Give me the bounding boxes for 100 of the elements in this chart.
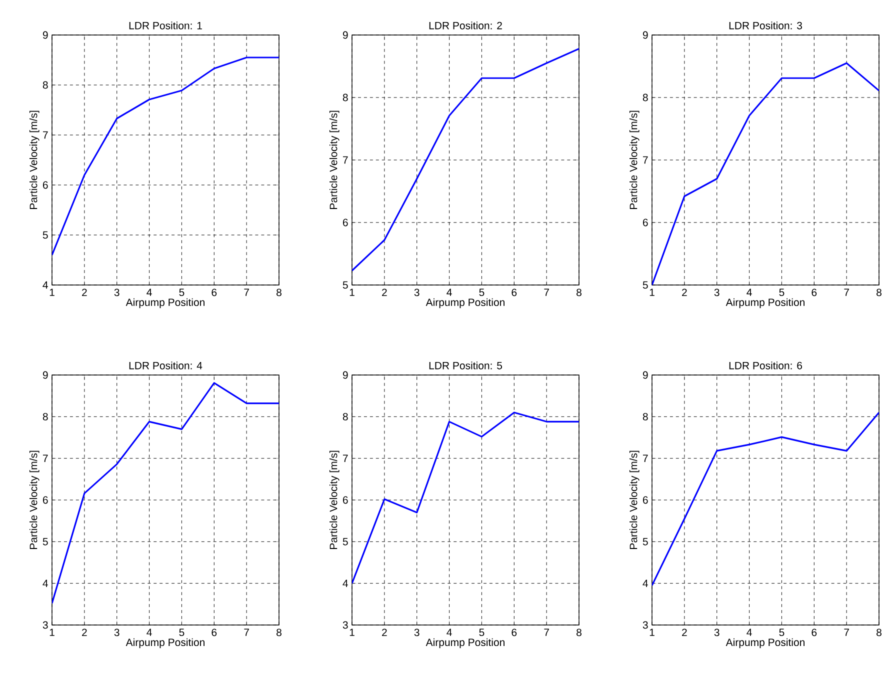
- y-tick-label: 8: [642, 94, 648, 102]
- y-tick-label: 7: [42, 454, 48, 462]
- y-tick-label: 5: [342, 281, 348, 289]
- y-tick-label: 8: [42, 81, 48, 89]
- y-axis-title: Particle Velocity [m/s]: [29, 110, 40, 210]
- y-tick-label: 3: [342, 621, 348, 629]
- y-tick-label: 6: [342, 218, 348, 226]
- x-tick-label: 7: [244, 288, 249, 296]
- chart-title: LDR Position: 4: [129, 362, 202, 370]
- x-tick-label: 4: [146, 288, 152, 296]
- x-tick-label: 7: [844, 288, 849, 296]
- x-tick-label: 6: [812, 288, 817, 296]
- chart-title: LDR Position: 6: [729, 362, 802, 370]
- y-tick-label: 9: [342, 31, 348, 39]
- line-series: [52, 382, 280, 604]
- x-axis-title: Airpump Position: [426, 298, 504, 308]
- x-tick-label: 5: [179, 628, 184, 636]
- y-tick-label: 9: [42, 371, 48, 379]
- y-tick-label: 5: [642, 281, 648, 289]
- x-tick-label: 2: [682, 288, 687, 296]
- x-tick-label: 4: [446, 628, 452, 636]
- x-tick-label: 6: [812, 628, 817, 636]
- x-tick-label: 2: [82, 288, 87, 296]
- y-axis-title: Particle Velocity [m/s]: [329, 110, 340, 210]
- y-tick-label: 4: [342, 580, 348, 587]
- x-tick-label: 8: [276, 628, 282, 636]
- x-tick-label: 6: [212, 628, 217, 636]
- x-tick-label: 1: [650, 288, 654, 296]
- y-tick-label: 5: [342, 538, 348, 546]
- y-tick-label: 7: [643, 454, 648, 462]
- y-tick-label: 6: [42, 181, 48, 189]
- x-tick-label: 5: [779, 288, 784, 296]
- y-axis-title: Particle Velocity [m/s]: [629, 110, 640, 210]
- x-tick-label: 3: [414, 628, 420, 636]
- y-tick-label: 9: [42, 31, 48, 39]
- y-tick-label: 6: [643, 496, 648, 504]
- x-tick-label: 4: [746, 288, 752, 296]
- x-tick-label: 4: [446, 288, 452, 296]
- y-tick-label: 3: [42, 621, 48, 629]
- x-axis-title: Airpump Position: [426, 638, 504, 648]
- x-tick-label: 8: [576, 288, 582, 296]
- x-tick-label: 1: [50, 628, 54, 636]
- x-tick-label: 4: [146, 628, 152, 636]
- y-tick-label: 4: [642, 580, 648, 587]
- x-tick-label: 2: [82, 628, 87, 636]
- x-axis-title: Airpump Position: [726, 298, 804, 308]
- x-tick-label: 7: [844, 628, 849, 636]
- x-tick-label: 8: [876, 628, 882, 636]
- x-axis-title: Airpump Position: [126, 638, 204, 648]
- x-tick-label: 3: [114, 628, 120, 636]
- y-tick-label: 6: [643, 218, 648, 226]
- y-tick-label: 6: [42, 496, 48, 504]
- x-axis-title: Airpump Position: [726, 638, 804, 648]
- x-tick-label: 2: [682, 628, 687, 636]
- chart-title: LDR Position: 2: [429, 22, 502, 30]
- y-tick-label: 7: [42, 131, 48, 139]
- y-tick-label: 5: [42, 231, 48, 239]
- x-tick-label: 7: [544, 628, 549, 636]
- line-series: [652, 62, 880, 285]
- y-tick-label: 8: [342, 412, 348, 420]
- chart-title: LDR Position: 5: [429, 362, 502, 370]
- x-tick-label: 4: [746, 628, 752, 636]
- y-axis-title: Particle Velocity [m/s]: [29, 450, 40, 550]
- y-tick-label: 3: [642, 621, 648, 629]
- y-tick-label: 7: [342, 454, 348, 462]
- x-tick-label: 2: [382, 288, 387, 296]
- y-tick-label: 9: [642, 31, 648, 39]
- x-tick-label: 8: [276, 288, 282, 296]
- y-axis-title: Particle Velocity [m/s]: [329, 450, 340, 550]
- y-tick-label: 5: [642, 538, 648, 546]
- x-tick-label: 2: [382, 628, 387, 636]
- y-tick-label: 7: [342, 156, 348, 164]
- y-tick-label: 6: [342, 496, 348, 504]
- x-tick-label: 1: [650, 628, 654, 636]
- line-series: [352, 412, 580, 584]
- x-tick-label: 1: [50, 288, 54, 296]
- x-tick-label: 7: [244, 628, 249, 636]
- x-tick-label: 5: [479, 288, 484, 296]
- line-series: [52, 56, 280, 256]
- x-tick-label: 3: [714, 288, 720, 296]
- y-tick-label: 7: [643, 156, 648, 164]
- chart-title: LDR Position: 3: [729, 22, 802, 30]
- x-tick-label: 3: [114, 288, 120, 296]
- x-tick-label: 8: [576, 628, 582, 636]
- y-axis-title: Particle Velocity [m/s]: [629, 450, 640, 550]
- x-tick-label: 3: [414, 288, 420, 296]
- y-tick-label: 9: [642, 371, 648, 379]
- x-tick-label: 1: [350, 628, 354, 636]
- y-tick-label: 9: [342, 371, 348, 379]
- x-tick-label: 5: [179, 288, 184, 296]
- x-tick-label: 8: [876, 288, 882, 296]
- x-axis-title: Airpump Position: [126, 298, 204, 308]
- y-tick-label: 8: [42, 412, 48, 420]
- chart-title: LDR Position: 1: [129, 22, 202, 30]
- y-tick-label: 5: [42, 538, 48, 546]
- y-tick-label: 8: [642, 412, 648, 420]
- y-tick-label: 8: [342, 94, 348, 102]
- x-tick-label: 7: [544, 288, 549, 296]
- x-tick-label: 3: [714, 628, 720, 636]
- x-tick-label: 5: [779, 628, 784, 636]
